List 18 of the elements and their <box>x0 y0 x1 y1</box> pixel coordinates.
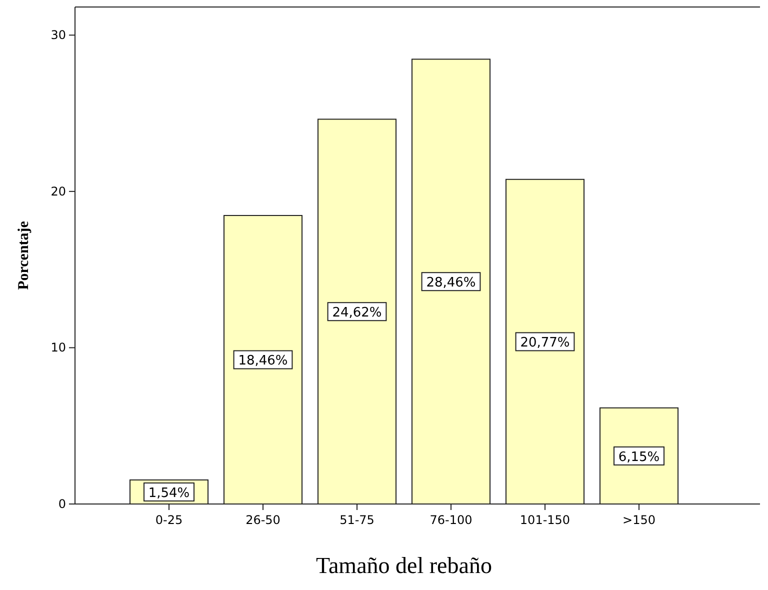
x-tick-label: >150 <box>622 513 656 527</box>
x-tick-label: 0-25 <box>155 513 183 527</box>
x-tick-label: 26-50 <box>246 513 280 527</box>
y-tick-label: 0 <box>58 497 66 511</box>
y-tick-label: 30 <box>50 28 66 42</box>
x-axis-title: Tamaño del rebaño <box>316 553 492 578</box>
y-tick-label: 10 <box>50 340 66 355</box>
data-label: 20,77% <box>520 336 570 351</box>
y-axis-title: Porcentaje <box>16 220 32 290</box>
x-tick-label: 76-100 <box>430 513 472 527</box>
y-tick-label: 20 <box>50 184 66 198</box>
data-label: 18,46% <box>238 354 288 369</box>
data-label: 1,54% <box>148 486 190 501</box>
x-tick-label: 101-150 <box>520 513 570 527</box>
data-label: 28,46% <box>426 276 476 291</box>
data-label: 24,62% <box>332 306 382 321</box>
data-label: 6,15% <box>618 450 660 465</box>
x-tick-label: 51-75 <box>340 513 374 527</box>
